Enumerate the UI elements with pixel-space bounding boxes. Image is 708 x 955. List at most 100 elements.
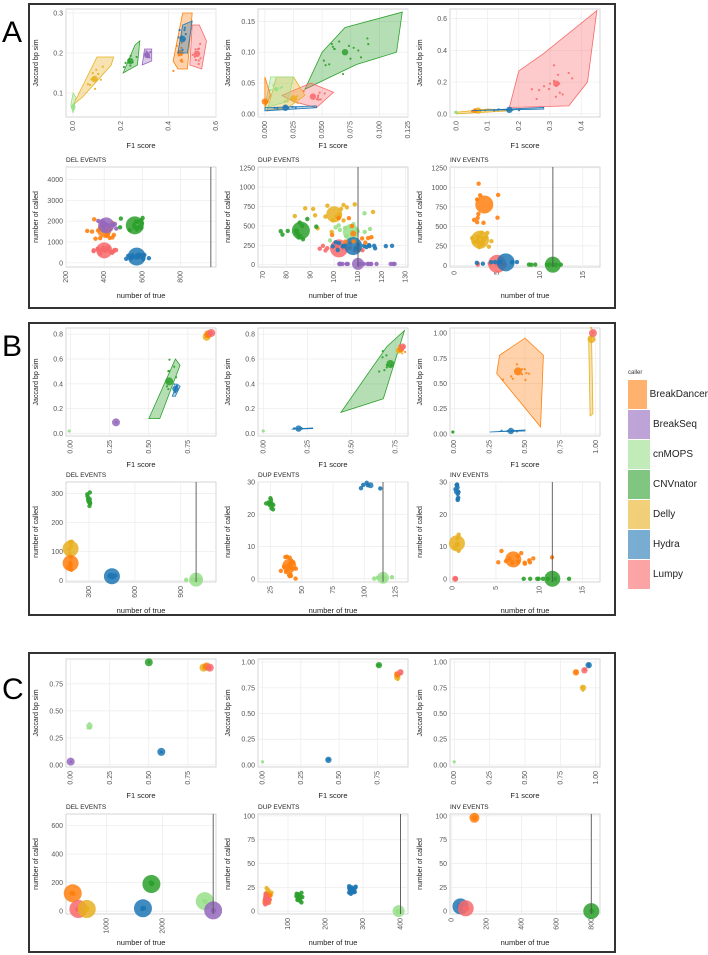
y-tick-label: 0.8: [53, 332, 63, 339]
point-cnvnator: [352, 46, 355, 49]
y-tick-label: 600: [51, 823, 63, 830]
y-tick-label: 50: [439, 861, 447, 868]
x-tick-label: 0: [449, 918, 456, 922]
point-hydra: [474, 260, 480, 266]
y-tick-label: 0.4: [53, 381, 63, 388]
y-tick-label: 20: [247, 512, 255, 519]
x-tick-label: 0.75: [185, 440, 192, 454]
point-hydra: [291, 105, 294, 108]
mean-point-hydra: [325, 756, 332, 763]
legend-item-hydra: Hydra: [628, 529, 708, 559]
point-breakdancer: [268, 893, 273, 898]
point-hydra: [273, 106, 276, 109]
mean-point-lumpy: [207, 328, 216, 337]
point-breakdancer: [481, 220, 486, 226]
legend-label: Lumpy: [653, 568, 684, 580]
x-tick-label: 0.4: [165, 121, 172, 131]
subplot-title: DEL EVENTS: [66, 157, 107, 164]
x-tick-label: 90: [307, 271, 314, 279]
point-hydra: [389, 243, 395, 248]
mean-point-cnmops: [392, 905, 405, 918]
x-tick-label: 0.75: [393, 440, 400, 454]
y-tick-label: 0.75: [433, 356, 447, 363]
x-tick-label: 70: [260, 271, 267, 279]
x-tick-label: 0.0: [70, 121, 77, 131]
x-tick-label: 0.050: [319, 121, 326, 139]
x-tick-label: 0.50: [522, 440, 529, 454]
point-cnvnator: [117, 225, 123, 230]
legend-swatch: [628, 439, 650, 469]
subplot-title: INV EVENTS: [450, 157, 489, 164]
point-lumpy: [547, 87, 551, 91]
x-tick-label: 300: [86, 586, 93, 598]
x-axis-label: F1 score: [510, 460, 539, 469]
mean-point-delly: [448, 535, 465, 552]
y-axis-label: number of called: [33, 838, 40, 890]
y-tick-label: 0.75: [241, 685, 255, 692]
subplot-a-5: DUP EVENTS 70 80 90 100 110 120 130 0 250 500 750 10…: [225, 157, 410, 300]
y-tick-label: 200: [51, 520, 63, 527]
point-hydra: [364, 244, 369, 250]
y-tick-label: 750: [435, 204, 447, 211]
panel-letter-c: C: [2, 673, 24, 706]
panel-b-box: [28, 322, 616, 616]
point-lumpy: [558, 91, 561, 94]
point-cnmops: [279, 86, 282, 90]
x-tick-label: 300: [360, 918, 367, 930]
point-hydra: [178, 29, 181, 32]
point-breakdancer: [349, 223, 355, 229]
mean-point-breakdancer: [475, 195, 494, 214]
point-cnvnator: [324, 64, 327, 67]
y-axis-label: Jaccard bp sim: [33, 689, 40, 736]
panel-letter-a: A: [2, 16, 23, 49]
mean-point-lumpy: [96, 242, 113, 259]
point-breakdancer: [527, 558, 532, 563]
plot-area: [257, 813, 409, 915]
x-tick-label: 125: [393, 586, 400, 598]
panel-a-box: [28, 3, 616, 309]
mean-point-hydra: [133, 899, 152, 918]
x-tick-label: 0.75: [374, 771, 381, 785]
x-tick-label: 200: [323, 918, 330, 930]
y-tick-label: 0.25: [49, 735, 63, 742]
point-breakdancer: [329, 232, 335, 238]
point-cnvnator: [135, 55, 138, 59]
point-breakdancer: [519, 550, 524, 556]
y-tick-label: 0.50: [433, 711, 447, 718]
point-cnvnator: [540, 576, 546, 581]
y-tick-label: 500: [435, 224, 447, 231]
x-tick-label: 0.75: [185, 771, 192, 785]
mean-point-lumpy: [397, 669, 404, 676]
y-tick-label: 2000: [47, 219, 63, 226]
mean-point-hydra: [157, 747, 166, 756]
point-lumpy: [554, 95, 557, 98]
point-cnvnator: [124, 61, 127, 64]
y-tick-label: 4000: [47, 177, 63, 184]
mean-point-hydra: [282, 104, 289, 111]
y-tick-label: 1.00: [433, 660, 447, 667]
legend-label: CNVnator: [653, 478, 697, 490]
point-breakdancer: [343, 239, 348, 244]
subplot-title: INV EVENTS: [450, 804, 489, 811]
point-cnvnator: [314, 224, 319, 229]
mean-point-hydra: [127, 247, 146, 266]
point-hydra: [361, 482, 366, 488]
point-breakseq: [391, 261, 396, 267]
point-hydra: [181, 48, 184, 51]
x-tick-label: 0.00: [68, 771, 75, 785]
point-hydra: [183, 28, 186, 32]
point-cnvnator: [165, 385, 169, 388]
y-tick-label: 0: [59, 578, 63, 585]
point-cnmops: [389, 575, 395, 580]
point-breakdancer: [476, 211, 481, 217]
mean-point-hydra: [453, 488, 460, 495]
x-tick-label: 0.025: [290, 121, 297, 139]
point-cnvnator: [175, 376, 178, 379]
y-tick-label: 25: [247, 885, 255, 892]
x-axis-label: F1 score: [510, 791, 539, 800]
point-cnvnator: [385, 354, 388, 357]
x-tick-label: 5: [493, 586, 500, 590]
point-hydra: [454, 482, 459, 488]
y-tick-label: 0: [251, 576, 255, 583]
point-hydra: [515, 430, 518, 433]
